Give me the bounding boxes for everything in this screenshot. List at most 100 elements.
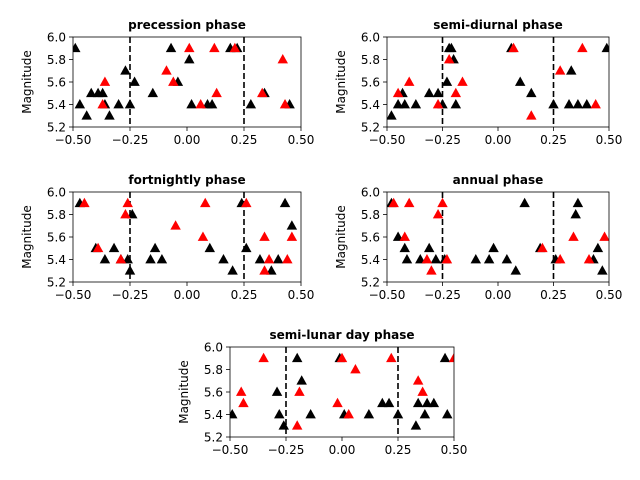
data-point-black	[266, 265, 277, 275]
y-tick-label: 6.0	[47, 31, 66, 45]
data-point-red	[526, 110, 537, 120]
x-tick-label: 0.25	[231, 133, 258, 147]
data-point-black	[488, 242, 499, 253]
data-point-red	[386, 352, 397, 363]
data-point-black	[81, 110, 92, 120]
data-point-red	[443, 54, 455, 64]
data-point-red	[79, 197, 90, 208]
data-point-black	[272, 254, 284, 264]
y-axis-label: Magnitude	[177, 360, 191, 424]
data-point-red	[392, 87, 404, 98]
data-point-red	[508, 42, 519, 53]
x-tick-label: 0.50	[596, 133, 623, 147]
data-point-black	[526, 87, 537, 98]
x-tick-label: 0.25	[540, 288, 567, 302]
y-tick-label: 5.4	[204, 408, 223, 422]
data-point-red	[554, 65, 566, 75]
data-point-red	[115, 254, 127, 264]
data-point-red	[120, 209, 131, 219]
y-tick-label: 5.6	[361, 231, 380, 245]
data-point-black	[218, 254, 229, 264]
chart-title: semi-diurnal phase	[433, 18, 563, 32]
data-point-black	[305, 409, 316, 419]
data-point-red	[279, 99, 291, 109]
data-point-red	[122, 197, 133, 208]
data-point-black	[510, 265, 521, 275]
data-point-black	[86, 87, 97, 98]
data-point-red	[200, 197, 211, 208]
data-point-red	[412, 375, 424, 385]
data-point-black	[113, 99, 124, 109]
data-point-black	[392, 99, 404, 109]
data-point-red	[97, 99, 108, 109]
data-point-black	[446, 42, 457, 53]
data-point-black	[124, 265, 136, 275]
data-point-red	[432, 99, 444, 109]
data-point-red	[209, 42, 220, 53]
data-point-red	[426, 265, 437, 275]
x-tick-label: 0.50	[288, 133, 315, 147]
x-tick-label: 0.00	[174, 288, 201, 302]
data-point-black	[278, 420, 289, 430]
data-point-black	[127, 209, 138, 219]
y-tick-label: 5.8	[47, 53, 66, 67]
data-point-black	[165, 42, 177, 53]
data-point-black	[254, 254, 266, 264]
data-point-black	[430, 254, 442, 264]
data-point-red	[403, 197, 415, 208]
data-point-black	[120, 65, 131, 75]
data-point-black	[410, 420, 422, 430]
data-point-red	[554, 254, 566, 264]
data-point-red	[229, 42, 241, 53]
data-point-black	[548, 99, 559, 109]
chart-title: semi-lunar day phase	[269, 328, 414, 342]
data-point-red	[568, 231, 579, 241]
plot-area	[387, 192, 609, 282]
data-point-red	[403, 76, 415, 86]
data-point-black	[501, 254, 513, 264]
data-point-black	[423, 242, 435, 253]
data-point-black	[227, 265, 238, 275]
data-point-black	[97, 87, 108, 98]
axes-frame	[386, 36, 610, 128]
y-tick-label: 5.6	[204, 386, 223, 400]
data-point-red	[294, 386, 305, 396]
axes-frame	[229, 346, 455, 438]
data-point-black	[439, 352, 451, 363]
data-point-black	[421, 397, 433, 408]
data-point-red	[241, 197, 252, 208]
x-tick-label: −0.50	[212, 443, 249, 457]
data-point-red	[195, 99, 206, 109]
subplot-3: annual phase Magnitude −0.50 −0.25 0.00 0.25 0…	[334, 173, 622, 302]
data-point-black	[441, 76, 453, 86]
data-point-black	[204, 242, 216, 253]
data-point-black	[108, 242, 120, 253]
y-axis-label: Magnitude	[20, 50, 34, 114]
data-point-black	[450, 99, 462, 109]
data-point-red	[577, 42, 588, 53]
data-point-red	[286, 231, 298, 241]
data-point-black	[592, 242, 604, 253]
data-point-red	[259, 265, 270, 275]
x-tick-label: −0.25	[268, 443, 305, 457]
chart-title: precession phase	[128, 18, 246, 32]
data-point-black	[572, 99, 584, 109]
data-point-black	[124, 99, 136, 109]
data-point-black	[597, 265, 608, 275]
chart-title: annual phase	[453, 173, 544, 187]
data-point-black	[415, 254, 426, 264]
data-point-black	[428, 397, 440, 408]
data-point-red	[421, 254, 433, 264]
data-point-black	[399, 99, 410, 109]
data-point-red	[235, 386, 247, 396]
axes-frame	[72, 36, 302, 128]
data-point-black	[230, 409, 238, 419]
data-point-black	[563, 99, 575, 109]
data-point-black	[363, 409, 375, 419]
x-tick-label: 0.25	[385, 443, 412, 457]
data-point-black	[184, 54, 195, 64]
data-point-red	[583, 254, 595, 264]
data-point-red	[399, 231, 410, 241]
data-point-black	[470, 254, 482, 264]
